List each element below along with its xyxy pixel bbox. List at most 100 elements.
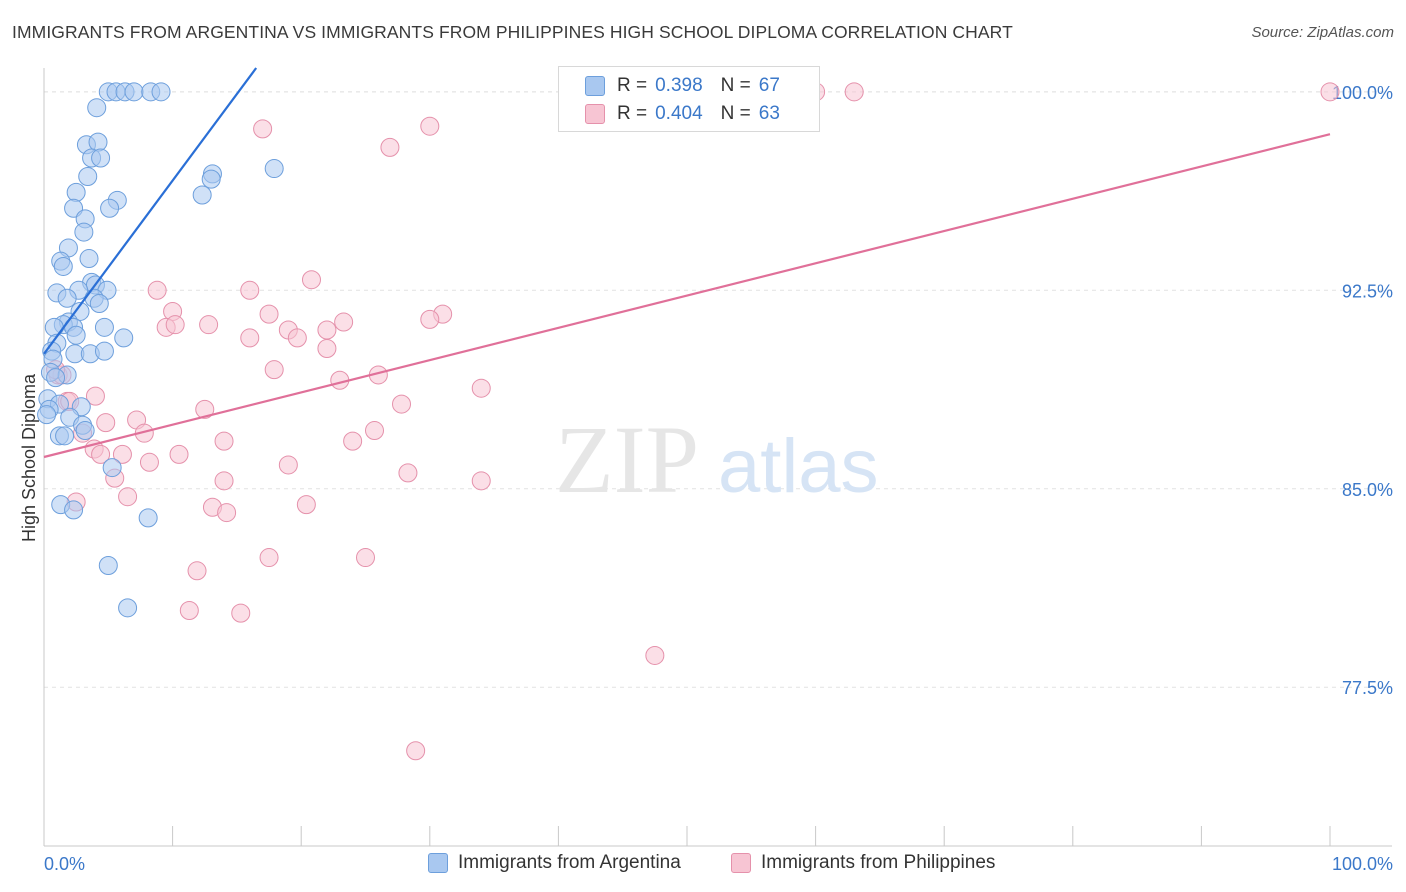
philippines-point [231, 603, 251, 623]
legend-row-philippines: R = 0.404 N = 63 [585, 101, 780, 127]
argentina-point [124, 82, 144, 102]
argentina-point [74, 222, 94, 242]
philippines-point [199, 315, 219, 335]
stats-legend: R = 0.398 N = 67 R = 0.404 N = 63 [558, 66, 820, 132]
philippines-point [217, 503, 237, 523]
philippines-point [96, 413, 116, 433]
argentina-point [91, 148, 111, 168]
philippines-point [343, 431, 363, 451]
y-tick-label: 100.0% [1332, 83, 1393, 103]
philippines-point [420, 309, 440, 329]
philippines-legend-label: Immigrants from Philippines [761, 852, 996, 873]
argentina-point [201, 169, 221, 189]
argentina-point [64, 500, 84, 520]
argentina-point [37, 405, 57, 425]
philippines-point [264, 360, 284, 380]
argentina-legend-label: Immigrants from Argentina [458, 852, 681, 873]
argentina-point [55, 426, 75, 446]
legend-row-argentina: R = 0.398 N = 67 [585, 73, 780, 99]
philippines-point [147, 280, 167, 300]
philippines-trend-line [43, 133, 1331, 459]
philippines-point [365, 421, 385, 441]
argentina-trend-line [43, 67, 258, 355]
argentina-point [151, 82, 171, 102]
argentina-legend-swatch [428, 853, 448, 873]
philippines-point [214, 431, 234, 451]
philippines-swatch [585, 104, 605, 124]
philippines-point [179, 600, 199, 620]
argentina-point [46, 368, 66, 388]
r-label: R = [617, 103, 648, 124]
philippines-point [259, 304, 279, 324]
argentina-point [44, 317, 64, 337]
y-tick-label: 77.5% [1342, 678, 1393, 698]
philippines-point [317, 339, 337, 359]
source-credit: Source: ZipAtlas.com [1251, 24, 1394, 41]
argentina-point [264, 159, 284, 179]
argentina-point [114, 328, 134, 348]
n-value: 63 [758, 103, 780, 124]
philippines-legend-swatch [731, 853, 751, 873]
bottom-legend-philippines: Immigrants from Philippines [731, 852, 995, 874]
argentina-point [94, 341, 114, 361]
argentina-point [79, 249, 99, 269]
argentina-point [66, 182, 86, 202]
philippines-point [317, 320, 337, 340]
x-tick-label: 0.0% [44, 854, 85, 874]
philippines-point [240, 280, 260, 300]
y-tick-label: 85.0% [1342, 480, 1393, 500]
philippines-point [91, 444, 111, 464]
x-tick-label: 100.0% [1332, 854, 1393, 874]
tick-labels: 77.5% 85.0% 92.5% 100.0% 0.0% 100.0% [44, 83, 1393, 874]
watermark-atlas: atlas [718, 424, 879, 509]
argentina-point [98, 555, 118, 575]
argentina-point [118, 598, 138, 618]
philippines-point [259, 548, 279, 568]
n-label: N = [720, 75, 751, 96]
philippines-point [420, 116, 440, 136]
watermark: ZIP atlas [555, 406, 879, 513]
philippines-point [380, 137, 400, 157]
argentina-point [94, 317, 114, 337]
argentina-point [66, 325, 86, 345]
philippines-point [165, 315, 185, 335]
trend-lines [43, 67, 1331, 459]
philippines-point [118, 487, 138, 507]
grid-lines [44, 91, 1392, 688]
n-value: 67 [758, 75, 780, 96]
argentina-point [102, 458, 122, 478]
philippines-point [278, 455, 298, 475]
argentina-point [78, 166, 98, 186]
philippines-point [195, 399, 215, 419]
argentina-point [89, 294, 109, 314]
philippines-point [471, 471, 491, 491]
philippines-point [301, 270, 321, 290]
philippines-point [844, 82, 864, 102]
argentina-point [88, 132, 108, 152]
philippines-point [334, 312, 354, 332]
argentina-point [87, 98, 107, 118]
bottom-legend-argentina: Immigrants from Argentina [428, 852, 681, 874]
argentina-swatch [585, 76, 605, 96]
argentina-point [53, 256, 73, 276]
philippines-point [406, 741, 426, 761]
y-tick-label: 92.5% [1342, 281, 1393, 301]
philippines-point [398, 463, 418, 483]
philippines-point [240, 328, 260, 348]
philippines-point [392, 394, 412, 414]
philippines-point [253, 119, 273, 139]
argentina-point [192, 185, 212, 205]
philippines-point [85, 386, 105, 406]
chart-title: IMMIGRANTS FROM ARGENTINA VS IMMIGRANTS … [12, 22, 1013, 42]
philippines-point [214, 471, 234, 491]
watermark-zip: ZIP [555, 406, 699, 513]
philippines-point [1320, 82, 1340, 102]
argentina-point [100, 198, 120, 218]
philippines-point [169, 444, 189, 464]
y-axis-label: High School Diploma [19, 373, 39, 542]
philippines-point [139, 452, 159, 472]
r-value: 0.398 [655, 75, 703, 96]
argentina-point [57, 288, 77, 308]
philippines-point [471, 378, 491, 398]
